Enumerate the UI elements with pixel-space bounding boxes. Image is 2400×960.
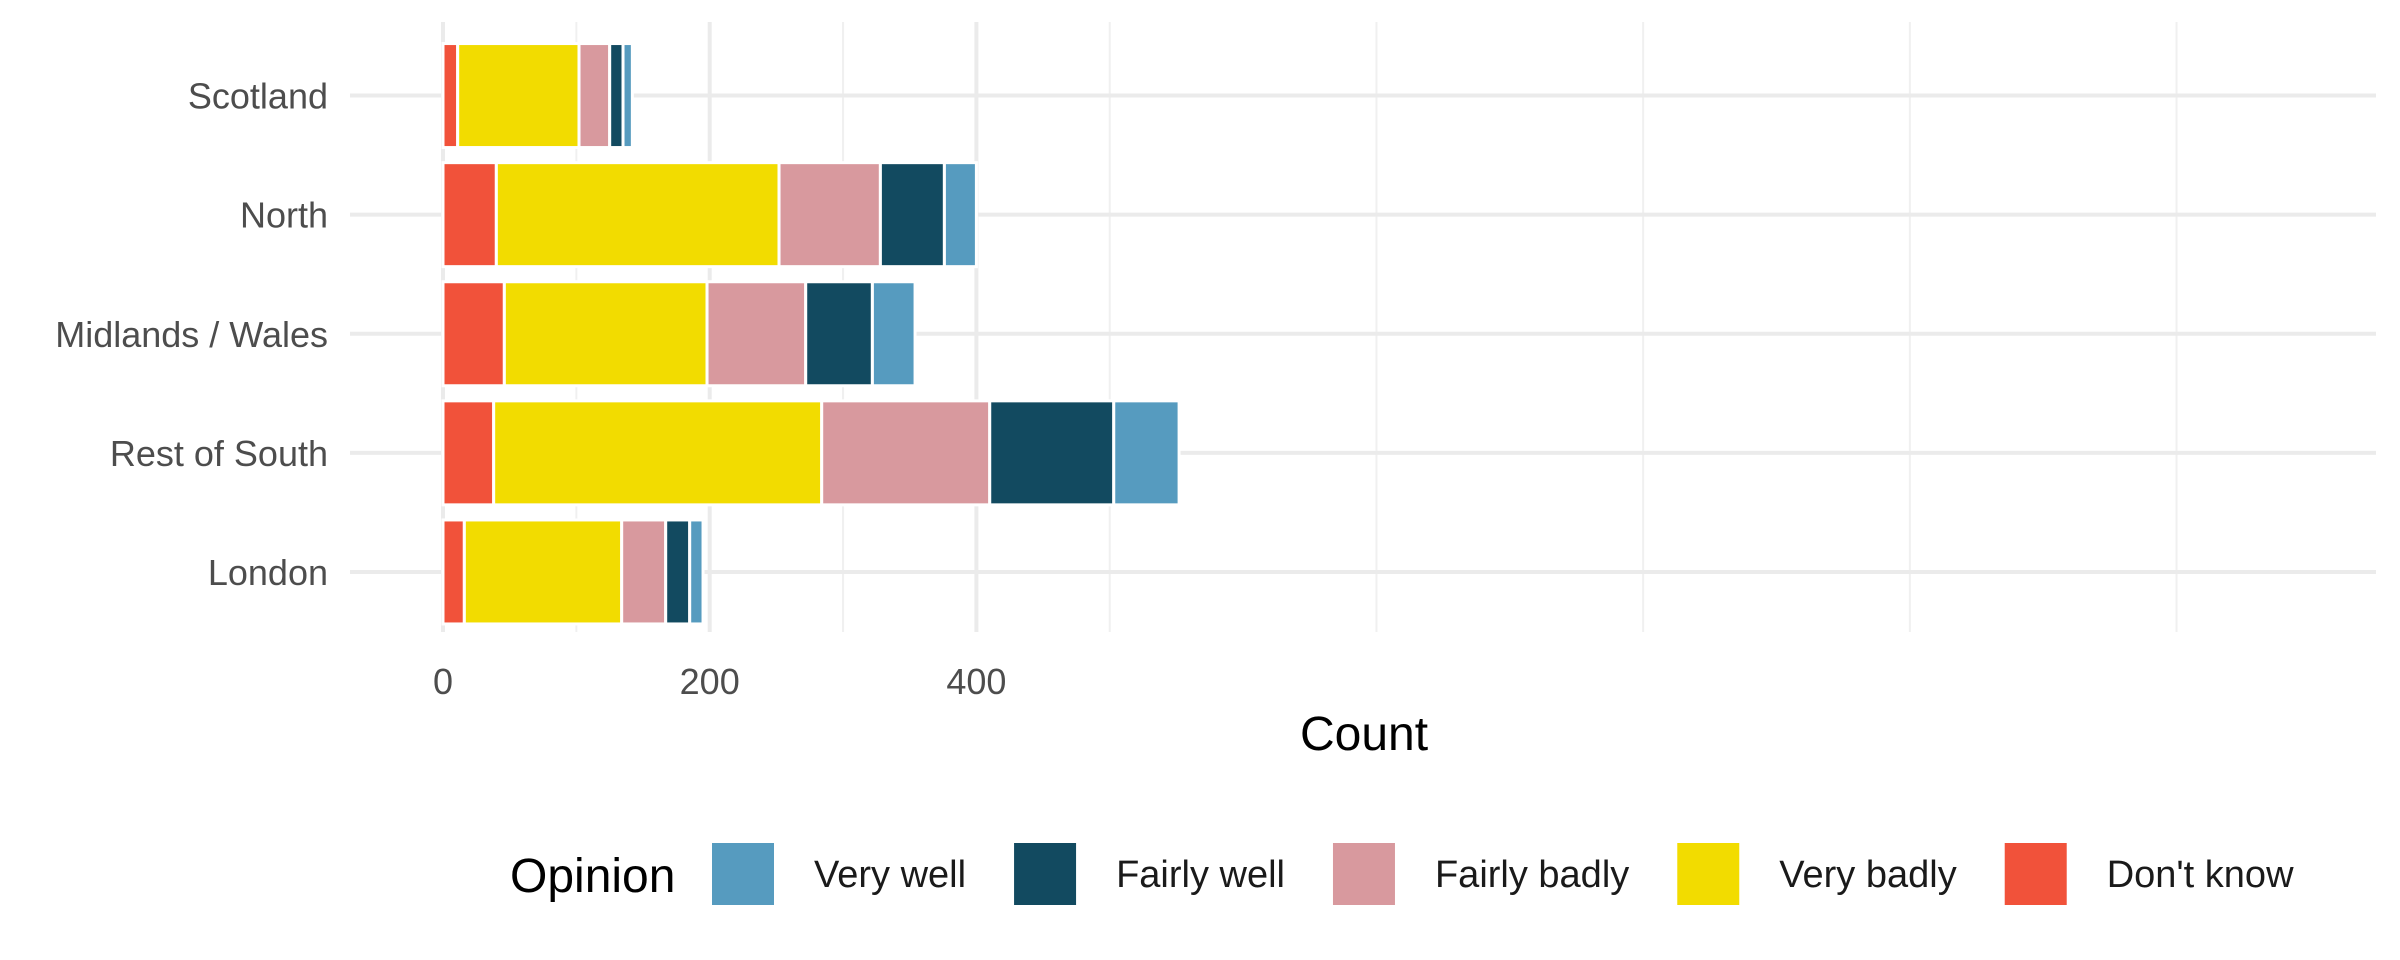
bar-midlands-wales-very-well (870, 280, 917, 388)
bar-scotland-very-badly (456, 42, 581, 150)
bar-rest-of-south-very-badly (492, 399, 824, 507)
bar-scotland-fairly-badly (577, 42, 612, 150)
legend-label-fairly-badly: Fairly badly (1435, 854, 1629, 896)
bars (441, 42, 1181, 626)
y-tick-label-midlands-wales: Midlands / Wales (55, 314, 328, 355)
legend-key-fairly-well (1014, 843, 1077, 905)
bar-north-fairly-badly (777, 161, 882, 269)
grid-minor (575, 22, 2178, 632)
x-axis-title: Count (1300, 708, 1428, 761)
legend-title: Opinion (510, 850, 675, 903)
bar-rest-of-south-don-t-know (441, 399, 496, 507)
bar-midlands-wales-fairly-badly (705, 280, 808, 388)
bar-london-don-t-know (441, 518, 466, 626)
legend: Opinion Very well Fairly well Fairly badly… (510, 843, 2294, 905)
x-axis-tick-labels: 0 200 400 (433, 661, 1006, 702)
legend-key-fairly-badly (1332, 843, 1395, 905)
bar-london-fairly-badly (620, 518, 668, 626)
x-tick-label-0: 0 (433, 661, 453, 702)
bar-london-very-well (688, 518, 705, 626)
legend-key-very-well (712, 843, 774, 905)
bar-rest-of-south-fairly-well (988, 399, 1116, 507)
legend-label-very-badly: Very badly (1779, 854, 1956, 896)
y-tick-label-scotland: Scotland (188, 76, 328, 117)
bar-scotland-fairly-well (608, 42, 625, 150)
bar-north-fairly-well (878, 161, 946, 269)
bar-london-fairly-well (664, 518, 692, 626)
bar-rest-of-south-fairly-badly (820, 399, 992, 507)
bar-scotland-very-well (621, 42, 634, 150)
bar-scotland-don-t-know (441, 42, 460, 150)
y-tick-label-north: North (240, 195, 328, 236)
bar-north-don-t-know (441, 161, 498, 269)
legend-key-don-t-know (2004, 843, 2067, 905)
y-axis-tick-labels: Scotland North Midlands / Wales Rest of Sou… (55, 76, 328, 593)
x-tick-label-400: 400 (946, 661, 1006, 702)
bar-north-very-well (942, 161, 978, 269)
bar-midlands-wales-fairly-well (804, 280, 874, 388)
bar-midlands-wales-very-badly (502, 280, 709, 388)
y-tick-label-rest-of-south: Rest of South (110, 433, 328, 474)
x-tick-label-200: 200 (680, 661, 740, 702)
legend-label-fairly-well: Fairly well (1116, 854, 1285, 896)
bar-rest-of-south-very-well (1112, 399, 1181, 507)
legend-key-very-badly (1677, 843, 1740, 905)
legend-label-don-t-know: Don't know (2107, 854, 2294, 896)
bar-london-very-badly (462, 518, 624, 626)
bar-north-very-badly (494, 161, 781, 269)
y-tick-label-london: London (208, 552, 328, 593)
bar-midlands-wales-don-t-know (441, 280, 506, 388)
legend-label-very-well: Very well (814, 854, 966, 896)
